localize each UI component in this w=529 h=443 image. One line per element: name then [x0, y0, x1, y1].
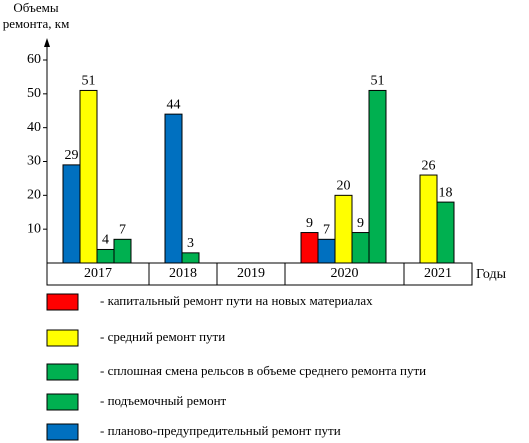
value-label: 9 [357, 216, 364, 231]
legend-swatch [46, 363, 79, 381]
value-label: 51 [371, 74, 385, 89]
legend-label: - подъемочный ремонт [100, 393, 227, 408]
bar [419, 174, 438, 264]
legend-label: - планово-предупредительный ремонт пути [100, 423, 341, 438]
legend-label: - сплошная смена рельсов в объеме средне… [100, 363, 426, 378]
x-tick-label: 2017 [84, 266, 112, 281]
value-label: 3 [187, 236, 194, 251]
legend-swatch [46, 293, 79, 311]
y-tick-label: 20 [27, 188, 41, 203]
bar [368, 89, 387, 264]
bar [62, 164, 81, 264]
value-label: 7 [119, 223, 126, 238]
value-label: 18 [439, 185, 453, 200]
y-tick-label: 10 [27, 221, 41, 236]
bar [317, 238, 336, 264]
bar [113, 238, 132, 264]
y-tick-label: 50 [27, 86, 41, 101]
y-axis-label: ремонта, км [3, 16, 70, 31]
value-label: 20 [337, 179, 351, 194]
value-label: 51 [82, 74, 96, 89]
y-tick-label: 60 [27, 52, 41, 67]
value-label: 26 [422, 158, 436, 173]
bar [96, 248, 115, 264]
x-tick-label: 2021 [424, 266, 452, 281]
bar [300, 232, 319, 264]
y-tick-label: 40 [27, 120, 41, 135]
legend-swatch [46, 423, 79, 441]
value-label: 4 [102, 233, 109, 248]
x-axis-label: Годы [476, 267, 507, 282]
legend-swatch [46, 393, 79, 411]
value-label: 7 [323, 223, 330, 238]
value-label: 44 [167, 97, 181, 112]
legend-swatch [46, 329, 79, 347]
bar [351, 232, 370, 264]
x-tick-label: 2020 [331, 266, 359, 281]
bar [164, 113, 183, 264]
legend-label: - средний ремонт пути [100, 329, 225, 344]
legend-label: - капитальный ремонт пути на новых матер… [100, 293, 373, 308]
x-tick-label: 2019 [237, 266, 265, 281]
bar [334, 194, 353, 264]
bar [436, 201, 455, 264]
bar [181, 252, 200, 264]
y-tick-label: 30 [27, 154, 41, 169]
x-tick-label: 2018 [169, 266, 197, 281]
category-cell [403, 262, 473, 286]
y-axis-label: Объемы [13, 0, 58, 15]
value-label: 29 [65, 148, 79, 163]
value-label: 9 [306, 216, 313, 231]
bar [79, 89, 98, 264]
axis-arrow [44, 38, 50, 47]
